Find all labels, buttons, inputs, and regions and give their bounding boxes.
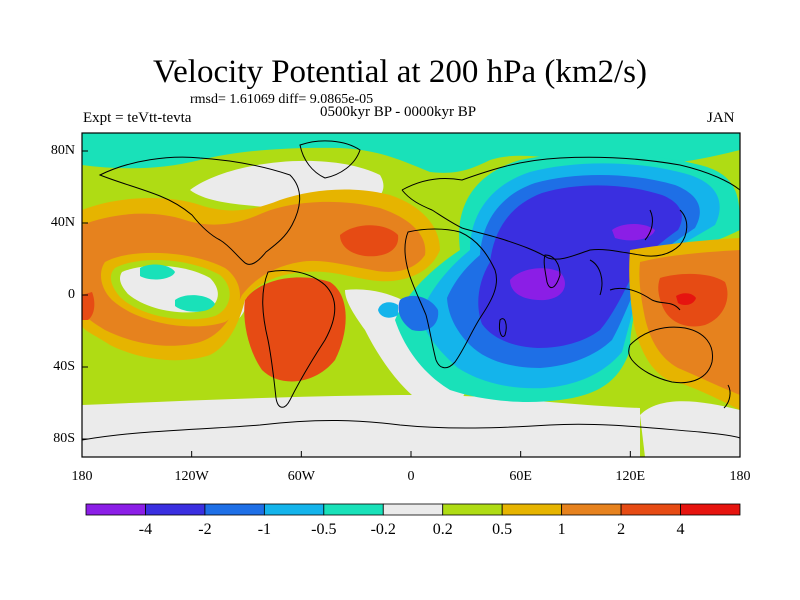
lat-tick-label: 40S [53,359,75,374]
colorbar-swatch [382,503,444,516]
contour-field [82,133,740,457]
colorbar-swatch [442,503,503,516]
coast-madagascar [499,318,507,337]
colorbar-label: -4 [138,521,153,538]
colorbar-label: 0.2 [432,521,453,538]
colorbar-swatch [204,503,265,516]
longitude-ticks [81,451,741,457]
colorbar-swatch [620,503,681,516]
field-level-2-4-west-edge [82,292,95,320]
lon-tick-label: 120E [615,469,646,484]
colorbar-swatch [561,503,622,516]
coast-europe-asia [401,156,740,260]
field-level-minus0.5-minus0.2-north [82,133,740,173]
lon-tick-label: 180 [71,469,93,484]
lat-tick-label: 0 [68,287,75,302]
colorbar-label: -1 [257,521,272,538]
coast-greenland [299,140,361,179]
month-label: JAN [707,110,735,126]
coast-africa [404,228,497,369]
coast-japan [644,209,653,241]
coast-india [543,254,561,289]
colorbar [85,503,741,516]
field-cyan-blob-atlantic [378,302,398,318]
lon-tick-label: 180 [729,469,751,484]
coast-australia [628,326,714,384]
colorbar-label: 2 [617,521,626,538]
lat-tick-label: 80S [53,431,75,446]
field-neutral-antarctic [82,395,640,457]
field-level-2-4-north-atlantic [340,225,399,257]
lon-tick-label: 120W [174,469,209,484]
field-level-2-4-south-america [244,277,346,382]
colorbar-swatch [323,503,384,516]
colorbar-label: 4 [676,521,685,538]
lon-tick-label: 60E [509,469,532,484]
colorbar-label: 1 [557,521,566,538]
field-level-gt4-west-pacific [676,293,696,306]
colorbar-swatch [145,503,206,516]
lon-tick-label: 0 [407,469,415,484]
coastlines [82,140,740,441]
field-neutral-southern-pacific [640,401,740,457]
latitude-ticks [82,150,88,440]
coast-new-zealand [723,384,731,409]
colorbar-label: -0.5 [311,521,337,538]
colorbar-swatch [263,503,325,516]
rmsd-diff-stats: rmsd= 1.61069 diff= 9.0865e-05 [190,92,374,107]
coast-antarctica [82,420,740,441]
field-min-africa [510,268,565,301]
colorbar-swatch [680,503,741,516]
colorbar-swatch [85,503,146,516]
period-label: 0500kyr BP - 0000kyr BP [320,104,477,120]
field-min-china [612,224,655,241]
coast-north-america [98,156,301,265]
lon-tick-label: 60W [287,469,315,484]
colorbar-swatch [501,503,563,516]
coast-south-america [262,270,336,408]
chart-title: Velocity Potential at 200 hPa (km2/s) [152,54,648,90]
lat-tick-label: 80N [50,143,75,158]
experiment-label: Expt = teVtt-tevta [83,110,192,126]
colorbar-label: 0.5 [492,521,513,538]
field-cyan-blob-a2 [140,264,175,280]
colorbar-label: -0.2 [370,521,396,538]
field-cyan-blob-b2 [175,295,215,312]
coast-southeast-asia [589,259,681,311]
lat-tick-label: 40N [50,215,75,230]
colorbar-label: -2 [198,521,212,538]
field-blue-blob-atlantic [398,295,439,331]
